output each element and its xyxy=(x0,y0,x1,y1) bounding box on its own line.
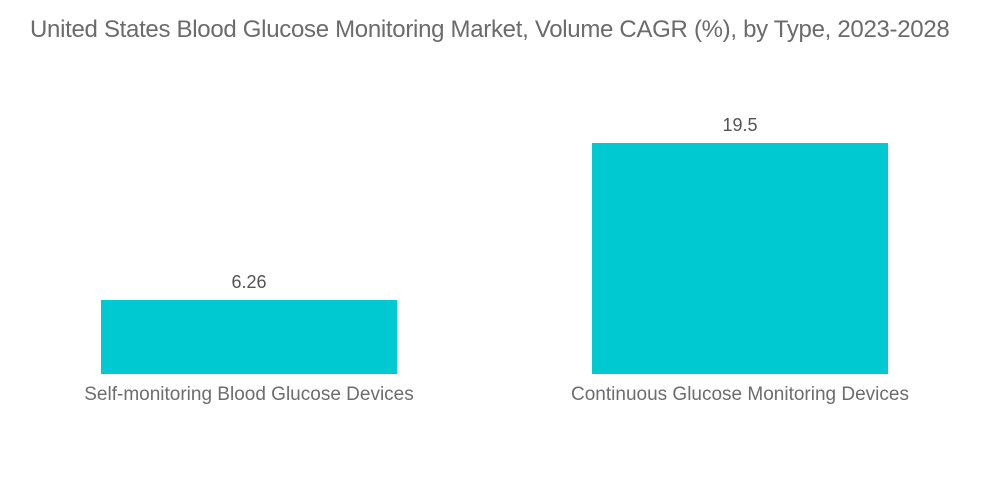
bar-group-self-monitoring: 6.26 xyxy=(49,272,449,374)
bar-continuous xyxy=(592,143,888,374)
category-label-continuous: Continuous Glucose Monitoring Devices xyxy=(571,384,909,405)
bar-group-continuous: 19.5 xyxy=(540,115,940,374)
bar-value-label: 6.26 xyxy=(231,272,267,292)
category-label-self-monitoring: Self-monitoring Blood Glucose Devices xyxy=(84,384,414,405)
bar-self-monitoring xyxy=(101,300,397,374)
chart-title: United States Blood Glucose Monitoring M… xyxy=(30,16,950,43)
bar-value-label: 19.5 xyxy=(722,115,758,135)
